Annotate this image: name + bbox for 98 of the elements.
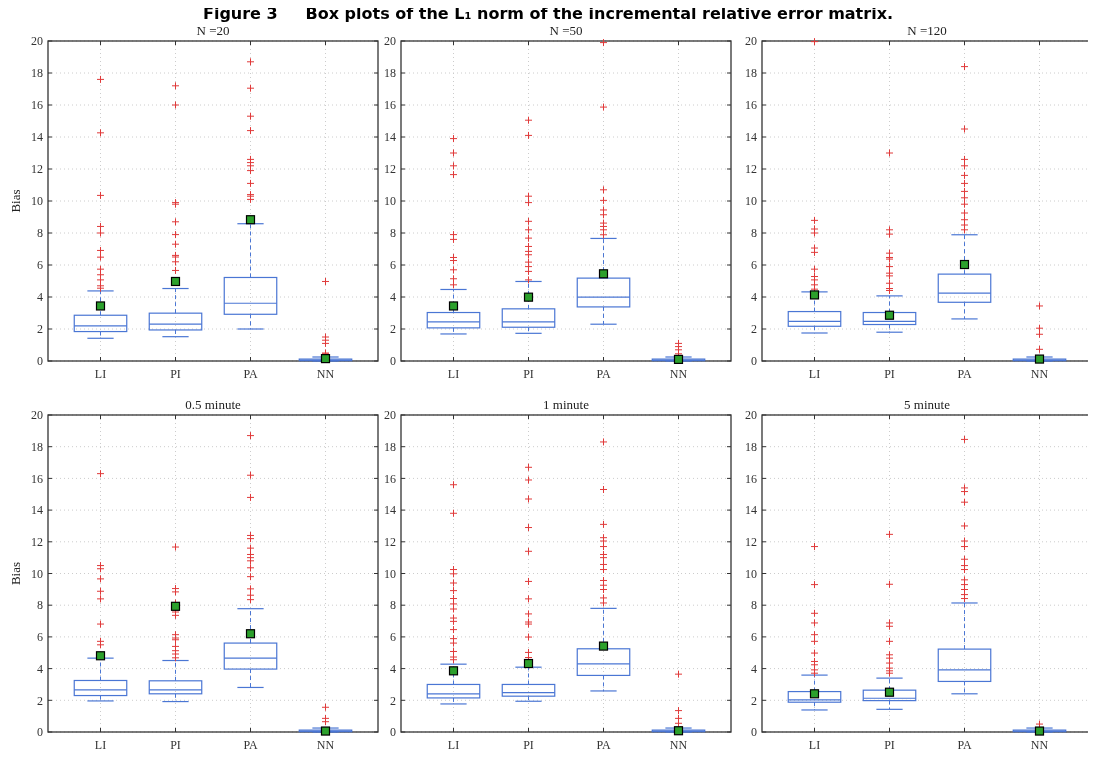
y-tick-label: 18 [745,439,757,454]
x-tick-label: LI [94,738,107,752]
y-axis-title: Bias [8,561,23,586]
y-tick-label: 20 [384,408,396,423]
chart-title: N =20 [196,23,230,38]
chart-title: 0.5 minute [185,397,242,412]
x-tick-label: NN [669,367,688,381]
y-tick-label: 18 [31,439,43,454]
y-tick-label: 20 [31,408,43,423]
y-tick-label: 4 [37,290,43,305]
y-tick-label: 10 [384,194,396,209]
y-tick-label: 6 [751,258,757,273]
x-tick-label: LI [447,367,460,381]
chart-title: N =50 [549,23,583,38]
chart-title: 1 minute [543,397,590,412]
y-tick-label: 20 [31,34,43,49]
y-tick-label: 0 [751,354,757,369]
chart-title: N =120 [907,23,947,38]
y-tick-label: 4 [390,661,396,676]
y-tick-label: 6 [751,630,757,645]
y-tick-label: 10 [384,566,396,581]
y-tick-label: 10 [745,566,757,581]
y-tick-label: 20 [745,34,757,49]
y-tick-label: 0 [37,354,43,369]
x-tick-label: NN [669,738,688,752]
y-tick-label: 4 [751,661,757,676]
y-tick-label: 0 [390,725,396,740]
y-tick-label: 12 [384,162,396,177]
y-tick-label: 2 [751,322,757,337]
y-tick-label: 0 [37,725,43,740]
y-tick-label: 4 [390,290,396,305]
y-tick-label: 2 [37,693,43,708]
y-tick-label: 8 [37,226,43,241]
x-tick-label: PA [957,738,972,752]
y-tick-label: 12 [31,535,43,549]
y-tick-label: 8 [37,598,43,613]
y-tick-label: 20 [384,34,396,49]
y-tick-label: 16 [384,98,396,113]
x-tick-label: LI [447,738,460,752]
y-tick-label: 4 [751,290,757,305]
y-tick-label: 2 [390,693,396,708]
chart-title: 5 minute [904,397,951,412]
x-tick-label: PI [884,367,895,381]
y-tick-label: 20 [745,408,757,423]
y-tick-label: 16 [31,98,43,113]
x-tick-label: NN [316,738,335,752]
y-tick-label: 14 [31,503,43,518]
y-tick-label: 8 [751,226,757,241]
y-tick-label: 18 [384,66,396,81]
x-tick-label: PA [596,367,611,381]
y-tick-label: 0 [390,354,396,369]
x-tick-label: LI [94,367,107,381]
x-tick-label: NN [1030,367,1049,381]
y-tick-label: 8 [390,598,396,613]
y-tick-label: 2 [37,322,43,337]
x-tick-label: PI [884,738,895,752]
y-tick-label: 12 [745,162,757,177]
x-tick-label: PA [957,367,972,381]
y-tick-label: 6 [390,258,396,273]
x-tick-label: PA [243,367,258,381]
x-tick-label: LI [808,367,821,381]
y-tick-label: 18 [745,66,757,81]
y-axis-title: Bias [8,189,23,213]
y-tick-label: 18 [384,439,396,454]
x-tick-label: PA [243,738,258,752]
y-tick-label: 10 [745,194,757,209]
y-tick-label: 12 [745,535,757,549]
x-tick-label: PI [170,367,181,381]
y-tick-label: 6 [37,258,43,273]
y-tick-label: 6 [390,630,396,645]
y-tick-label: 8 [751,598,757,613]
y-tick-label: 16 [745,471,757,486]
y-tick-label: 2 [390,322,396,337]
y-tick-label: 16 [384,471,396,486]
y-tick-label: 10 [31,566,43,581]
y-tick-label: 12 [384,535,396,549]
y-tick-label: 14 [745,503,757,518]
y-tick-label: 10 [31,194,43,209]
y-tick-label: 16 [745,98,757,113]
y-tick-label: 18 [31,66,43,81]
x-tick-label: PI [523,738,534,752]
x-tick-label: PA [596,738,611,752]
y-tick-label: 14 [384,130,396,145]
y-tick-label: 12 [31,162,43,177]
y-tick-label: 6 [37,630,43,645]
x-tick-label: LI [808,738,821,752]
y-tick-label: 4 [37,661,43,676]
x-tick-label: PI [523,367,534,381]
x-tick-label: PI [170,738,181,752]
x-tick-label: NN [316,367,335,381]
y-tick-label: 8 [390,226,396,241]
y-tick-label: 14 [745,130,757,145]
y-tick-label: 16 [31,471,43,486]
y-tick-label: 14 [31,130,43,145]
y-tick-label: 14 [384,503,396,518]
y-tick-label: 2 [751,693,757,708]
x-tick-label: NN [1030,738,1049,752]
y-tick-label: 0 [751,725,757,740]
